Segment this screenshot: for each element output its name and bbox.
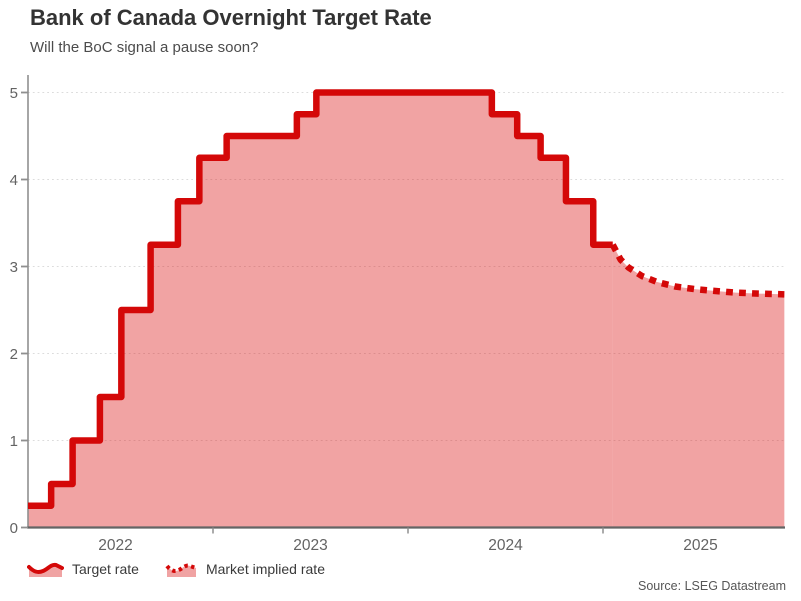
target-rate-legend-icon [27,562,64,577]
x-tick-label: 2023 [293,537,327,554]
market-implied-rate-line [609,243,785,298]
y-tick-label: 3 [10,259,18,276]
y-tick-label: 5 [10,85,18,102]
page-title: Bank of Canada Overnight Target Rate [30,5,432,30]
axes [21,75,785,534]
x-tick-label: 2025 [683,537,717,554]
legend-item-market-implied-rate: Market implied rate [165,561,325,578]
y-tick-label: 1 [10,433,18,450]
target-rate-line [28,89,613,509]
legend: Target rate Market implied rate [27,558,325,580]
source-credit: Source: LSEG Datastream [638,579,786,593]
y-gridlines [28,92,785,441]
legend-label-market-implied-rate: Market implied rate [205,561,325,577]
y-tick-label: 0 [10,520,18,537]
y-tick-label: 2 [10,346,18,363]
x-tick-label: 2022 [98,537,132,554]
y-tick-label: 4 [10,172,18,189]
legend-item-target-rate: Target rate [27,561,139,578]
x-tick-label: 2024 [488,537,523,554]
market-implied-rate-legend-icon [165,563,197,577]
market-implied-rate-area [612,244,785,528]
target-rate-area [28,92,613,528]
x-tick-labels: 2022 2023 2024 2025 [98,537,717,554]
page-subtitle: Will the BoC signal a pause soon? [30,39,259,56]
y-tick-labels: 0 1 2 3 4 5 [10,85,18,537]
legend-label-target-rate: Target rate [72,561,139,577]
